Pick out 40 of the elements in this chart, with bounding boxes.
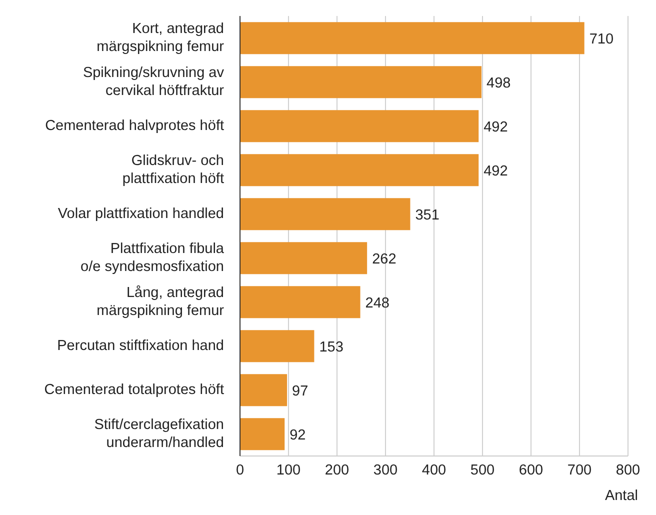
bar — [240, 22, 584, 54]
bar — [240, 154, 479, 186]
bar — [240, 110, 479, 142]
bar — [240, 330, 314, 362]
bar — [240, 242, 368, 274]
data-label: 710 — [589, 31, 614, 48]
x-tick-label: 700 — [567, 462, 592, 478]
y-tick-label: Spikning/skruvning av cervikal höftfraktur — [82, 65, 225, 99]
x-tick-label: 0 — [236, 462, 244, 478]
y-tick-label: Plattfixation fibula o/e syndesmosfixation — [80, 241, 225, 275]
data-label: 498 — [486, 75, 511, 92]
y-tick-label: Stift/cerclagefixation underarm/handled — [94, 417, 224, 451]
x-axis-title: Antal — [604, 488, 638, 504]
y-tick-label: Cementerad halvprotes höft — [45, 118, 224, 134]
data-label: 262 — [372, 251, 396, 268]
y-tick-label: Lång, antegrad märgspikning femur — [96, 285, 224, 319]
y-tick-label: Kort, antegrad märgspikning femur — [96, 21, 224, 55]
y-tick-label: Volar plattfixation handled — [58, 206, 224, 222]
x-tick-label: 400 — [422, 462, 446, 478]
x-tick-label: 200 — [324, 462, 350, 478]
bar — [240, 418, 285, 450]
data-label: 97 — [292, 383, 308, 400]
x-tick-label: 600 — [518, 462, 544, 478]
data-label: 153 — [319, 339, 344, 356]
data-label: 92 — [290, 427, 306, 444]
bar — [240, 198, 410, 230]
data-label: 351 — [415, 207, 440, 224]
data-label: 492 — [484, 119, 508, 136]
y-tick-label: Glidskruv- och plattfixation höft — [122, 153, 224, 187]
bar — [240, 374, 288, 406]
y-tick-label: Cementerad totalprotes höft — [44, 382, 224, 398]
y-tick-label: Percutan stiftfixation hand — [57, 338, 224, 354]
x-tick-label: 300 — [373, 462, 398, 478]
x-tick-label: 100 — [276, 462, 301, 478]
bar — [240, 286, 360, 318]
data-label: 248 — [365, 295, 390, 312]
bar — [240, 66, 482, 98]
x-tick-label: 500 — [470, 462, 495, 478]
x-tick-label: 800 — [616, 462, 640, 478]
data-label: 492 — [484, 163, 508, 180]
